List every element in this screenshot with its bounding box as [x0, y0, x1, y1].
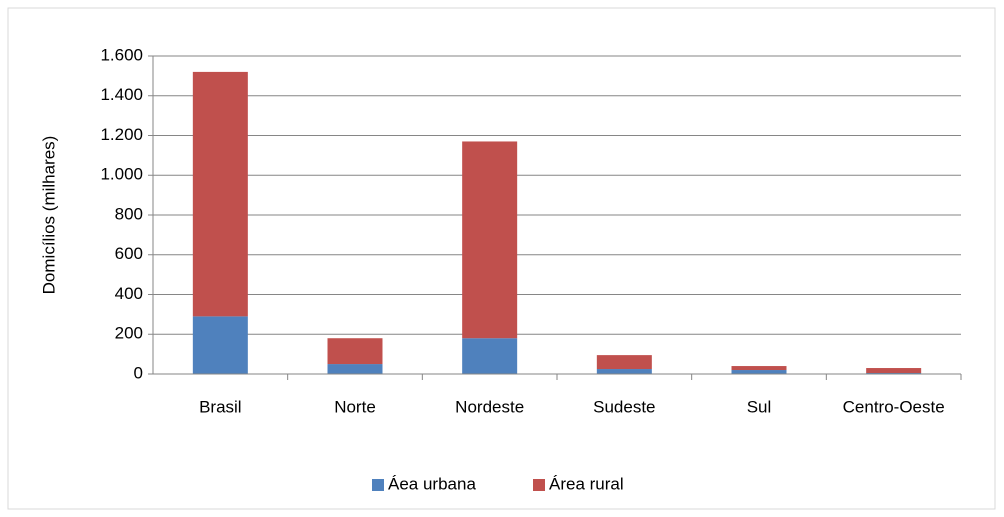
- legend-label: Área rural: [549, 474, 624, 493]
- x-tick-label: Norte: [334, 397, 376, 416]
- bar-segment: [462, 338, 518, 374]
- y-tick-label: 800: [115, 204, 143, 223]
- y-tick-label: 0: [134, 363, 143, 382]
- x-tick-label: Sudeste: [593, 397, 655, 416]
- bar-segment: [866, 368, 922, 374]
- bar-segment: [327, 364, 383, 374]
- legend-label: Áea urbana: [388, 474, 476, 493]
- bar-segment: [731, 366, 787, 371]
- legend-swatch: [372, 479, 384, 491]
- bar-segment: [192, 316, 248, 374]
- bar-segment: [462, 141, 518, 339]
- y-tick-label: 400: [115, 284, 143, 303]
- x-tick-label: Nordeste: [455, 397, 524, 416]
- y-tick-label: 1.200: [100, 125, 143, 144]
- bar-segment: [731, 370, 787, 374]
- y-tick-label: 200: [115, 324, 143, 343]
- bar-segment: [596, 369, 652, 374]
- x-tick-label: Centro-Oeste: [843, 397, 945, 416]
- y-axis-label: Domicílios (milhares): [39, 136, 58, 295]
- x-tick-label: Brasil: [199, 397, 242, 416]
- y-tick-label: 600: [115, 244, 143, 263]
- y-tick-label: 1.400: [100, 85, 143, 104]
- y-tick-label: 1.000: [100, 165, 143, 184]
- bar-segment: [596, 355, 652, 370]
- legend-swatch: [533, 479, 545, 491]
- bar-segment: [192, 71, 248, 317]
- x-tick-label: Sul: [747, 397, 772, 416]
- y-tick-label: 1.600: [100, 45, 143, 64]
- bar-segment: [327, 338, 383, 365]
